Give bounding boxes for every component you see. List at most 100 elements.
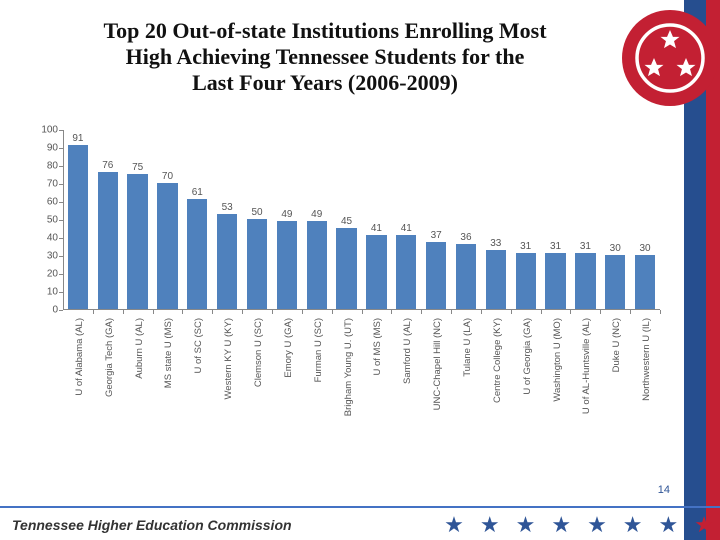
- footer-star-icon: ★: [659, 514, 679, 536]
- bar-value-label: 75: [132, 162, 143, 173]
- y-tick-label: 80: [34, 161, 58, 172]
- slide-number: 14: [658, 484, 670, 496]
- x-tick-mark: [481, 310, 482, 314]
- bar: [486, 250, 506, 309]
- x-tick-mark: [600, 310, 601, 314]
- bar: [336, 228, 356, 309]
- footer-stars: ★★★★★★★★: [444, 514, 714, 536]
- category-label: UNC-Chapel Hill (NC): [432, 318, 443, 410]
- y-tick-mark: [59, 238, 63, 239]
- bar: [217, 214, 237, 309]
- y-tick-label: 60: [34, 197, 58, 208]
- y-axis-line: [63, 130, 64, 310]
- x-tick-mark: [362, 310, 363, 314]
- y-tick-mark: [59, 274, 63, 275]
- x-tick-mark: [421, 310, 422, 314]
- y-tick-label: 0: [34, 305, 58, 316]
- x-tick-mark: [153, 310, 154, 314]
- category-label: Furman U (SC): [313, 318, 324, 382]
- category-label: Washington U (MO): [552, 318, 563, 402]
- bar-value-label: 49: [311, 209, 322, 220]
- bar: [575, 253, 595, 309]
- x-tick-mark: [182, 310, 183, 314]
- x-tick-mark: [660, 310, 661, 314]
- bar: [545, 253, 565, 309]
- bar: [635, 255, 655, 309]
- footer-star-icon: ★: [694, 514, 714, 536]
- bar: [605, 255, 625, 309]
- category-label: Samford U (AL): [402, 318, 413, 384]
- title-line-2: High Achieving Tennessee Students for th…: [30, 44, 620, 70]
- y-tick-mark: [59, 310, 63, 311]
- x-tick-mark: [123, 310, 124, 314]
- category-label: Western KY U (KY): [223, 318, 234, 399]
- bar: [516, 253, 536, 309]
- footer-star-icon: ★: [551, 514, 571, 536]
- category-label: Brigham Young U. (UT): [343, 318, 354, 416]
- footer-star-icon: ★: [516, 514, 536, 536]
- bar-value-label: 50: [251, 207, 262, 218]
- bar-value-label: 36: [460, 232, 471, 243]
- bar: [187, 199, 207, 309]
- footer: Tennessee Higher Education Commission ★ ★…: [0, 508, 720, 540]
- category-label: U of SC (SC): [193, 318, 204, 373]
- footer-star-icon: ★: [444, 514, 464, 536]
- category-label: U of Georgia (GA): [522, 318, 533, 395]
- category-label: U of MS (MS): [372, 318, 383, 376]
- bar: [396, 235, 416, 309]
- x-tick-mark: [302, 310, 303, 314]
- bar-value-label: 33: [490, 238, 501, 249]
- y-tick-mark: [59, 184, 63, 185]
- bar-value-label: 37: [431, 230, 442, 241]
- y-tick-mark: [59, 220, 63, 221]
- y-tick-label: 70: [34, 179, 58, 190]
- bar: [68, 145, 88, 309]
- bar-value-label: 30: [640, 243, 651, 254]
- bar-value-label: 31: [550, 241, 561, 252]
- bar-value-label: 76: [102, 160, 113, 171]
- bar-value-label: 41: [371, 223, 382, 234]
- bar: [277, 221, 297, 309]
- y-tick-label: 10: [34, 287, 58, 298]
- y-tick-mark: [59, 148, 63, 149]
- x-tick-mark: [93, 310, 94, 314]
- bar-value-label: 31: [580, 241, 591, 252]
- x-tick-mark: [451, 310, 452, 314]
- x-tick-mark: [272, 310, 273, 314]
- bar-value-label: 30: [610, 243, 621, 254]
- y-tick-mark: [59, 256, 63, 257]
- footer-text: Tennessee Higher Education Commission: [12, 517, 292, 533]
- category-label: U of AL-Huntsville (AL): [581, 318, 592, 414]
- category-label: MS state U (MS): [163, 318, 174, 388]
- category-label: Clemson U (SC): [253, 318, 264, 387]
- bar: [127, 174, 147, 309]
- bar-chart: 0102030405060708090100 91U of Alabama (A…: [35, 130, 660, 410]
- category-label: Emory U (GA): [283, 318, 294, 378]
- bar-value-label: 41: [401, 223, 412, 234]
- y-tick-label: 30: [34, 251, 58, 262]
- bar: [307, 221, 327, 309]
- y-tick-label: 20: [34, 269, 58, 280]
- x-tick-mark: [212, 310, 213, 314]
- title-line-1: Top 20 Out-of-state Institutions Enrolli…: [30, 18, 620, 44]
- bar-value-label: 70: [162, 171, 173, 182]
- category-label: U of Alabama (AL): [74, 318, 85, 396]
- category-label: Tulane U (LA): [462, 318, 473, 377]
- slide-title: Top 20 Out-of-state Institutions Enrolli…: [30, 18, 620, 96]
- y-tick-mark: [59, 166, 63, 167]
- category-label: Centre College (KY): [492, 318, 503, 403]
- bar: [247, 219, 267, 309]
- tn-tristar-logo: [620, 8, 720, 108]
- x-tick-mark: [570, 310, 571, 314]
- y-tick-mark: [59, 292, 63, 293]
- footer-star-icon: ★: [480, 514, 500, 536]
- footer-star-icon: ★: [587, 514, 607, 536]
- bar: [366, 235, 386, 309]
- x-tick-mark: [511, 310, 512, 314]
- x-tick-mark: [541, 310, 542, 314]
- y-tick-mark: [59, 202, 63, 203]
- category-label: Auburn U (AL): [134, 318, 145, 379]
- y-tick-label: 100: [34, 125, 58, 136]
- bar-value-label: 91: [72, 133, 83, 144]
- bar-value-label: 53: [222, 202, 233, 213]
